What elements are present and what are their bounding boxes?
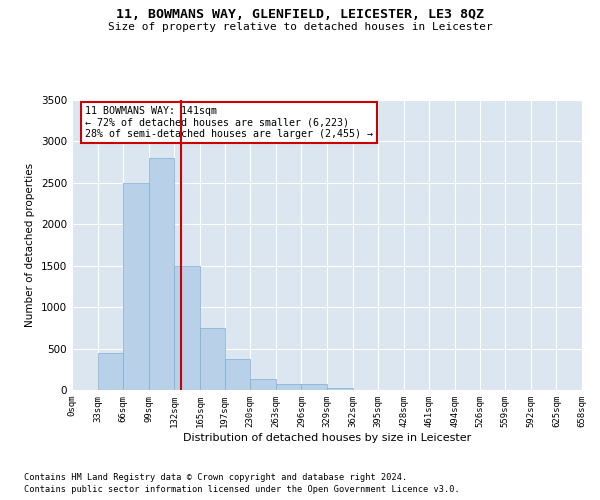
Bar bbox=[301, 384, 327, 390]
X-axis label: Distribution of detached houses by size in Leicester: Distribution of detached houses by size … bbox=[183, 432, 471, 442]
Bar bbox=[175, 266, 200, 390]
Bar bbox=[327, 388, 353, 390]
Text: Size of property relative to detached houses in Leicester: Size of property relative to detached ho… bbox=[107, 22, 493, 32]
Text: 11, BOWMANS WAY, GLENFIELD, LEICESTER, LE3 8QZ: 11, BOWMANS WAY, GLENFIELD, LEICESTER, L… bbox=[116, 8, 484, 20]
Bar bbox=[98, 352, 123, 390]
Bar bbox=[276, 384, 301, 390]
Bar bbox=[149, 158, 175, 390]
Text: Contains HM Land Registry data © Crown copyright and database right 2024.: Contains HM Land Registry data © Crown c… bbox=[24, 472, 407, 482]
Y-axis label: Number of detached properties: Number of detached properties bbox=[25, 163, 35, 327]
Bar bbox=[123, 183, 149, 390]
Bar bbox=[250, 379, 276, 390]
Bar bbox=[224, 358, 250, 390]
Text: 11 BOWMANS WAY: 141sqm
← 72% of detached houses are smaller (6,223)
28% of semi-: 11 BOWMANS WAY: 141sqm ← 72% of detached… bbox=[85, 106, 373, 139]
Text: Contains public sector information licensed under the Open Government Licence v3: Contains public sector information licen… bbox=[24, 485, 460, 494]
Bar bbox=[200, 328, 224, 390]
